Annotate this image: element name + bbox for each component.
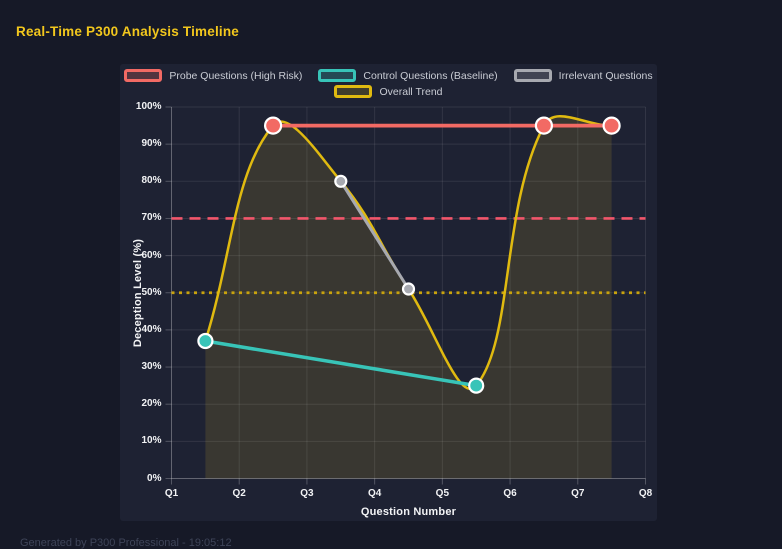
trend-area-fill (205, 116, 612, 479)
data-point-series-2[interactable] (334, 174, 348, 188)
legend-label: Overall Trend (379, 85, 443, 98)
y-tick-label: 70% (141, 212, 162, 224)
y-tick-label: 10% (141, 435, 162, 447)
legend-item-control-questions-baseline[interactable]: Control Questions (Baseline) (318, 69, 498, 82)
data-point-series-0[interactable] (602, 116, 621, 135)
y-tick-label: 0% (147, 472, 162, 484)
legend-label: Irrelevant Questions (558, 69, 653, 82)
data-point-series-0[interactable] (534, 116, 553, 135)
x-tick-label: Q3 (300, 487, 314, 499)
legend-swatch (513, 69, 552, 82)
x-tick-label: Q8 (638, 487, 653, 499)
y-tick-label: 60% (141, 249, 162, 261)
y-tick-label: 100% (135, 101, 162, 112)
legend-label: Control Questions (Baseline) (363, 69, 498, 82)
chart-card: Probe Questions (High Risk) Control Quest… (120, 64, 657, 521)
legend-swatch (318, 69, 357, 82)
data-point-series-0[interactable] (264, 116, 283, 135)
x-tick-label: Q2 (232, 487, 246, 499)
y-tick-label: 40% (141, 323, 162, 335)
x-axis-title: Question Number (360, 505, 457, 518)
chart-legend: Probe Questions (High Risk) Control Quest… (120, 69, 657, 98)
legend-row: Overall Trend (334, 85, 443, 98)
legend-swatch (124, 69, 163, 82)
y-tick-label: 50% (141, 286, 162, 298)
y-tick-label: 80% (141, 175, 162, 187)
data-point-series-1[interactable] (468, 377, 485, 394)
legend-label: Probe Questions (High Risk) (169, 69, 303, 82)
footer-note: Generated by P300 Professional - 19:05:1… (20, 537, 232, 549)
x-tick-label: Q6 (503, 487, 517, 499)
y-tick-label: 20% (141, 398, 162, 410)
series-line-1 (203, 339, 478, 388)
legend-item-irrelevant-questions[interactable]: Irrelevant Questions (513, 69, 653, 82)
data-point-series-1[interactable] (197, 332, 214, 350)
series-line-2 (339, 179, 410, 291)
legend-item-probe-questions-high-risk[interactable]: Probe Questions (High Risk) (124, 69, 302, 82)
x-tick-label: Q7 (571, 487, 585, 499)
legend-row: Probe Questions (High Risk) Control Quest… (124, 69, 653, 82)
x-tick-label: Q4 (367, 487, 382, 499)
y-tick-label: 30% (141, 361, 162, 373)
legend-item-overall-trend[interactable]: Overall Trend (334, 85, 443, 98)
y-tick-label: 90% (141, 138, 162, 150)
legend-swatch (334, 85, 373, 98)
chart-canvas (165, 106, 646, 485)
x-tick-label: Q1 (164, 487, 179, 499)
page-title: Real-Time P300 Analysis Timeline (16, 24, 240, 39)
x-tick-label: Q5 (435, 487, 450, 499)
data-point-series-2[interactable] (401, 282, 416, 296)
